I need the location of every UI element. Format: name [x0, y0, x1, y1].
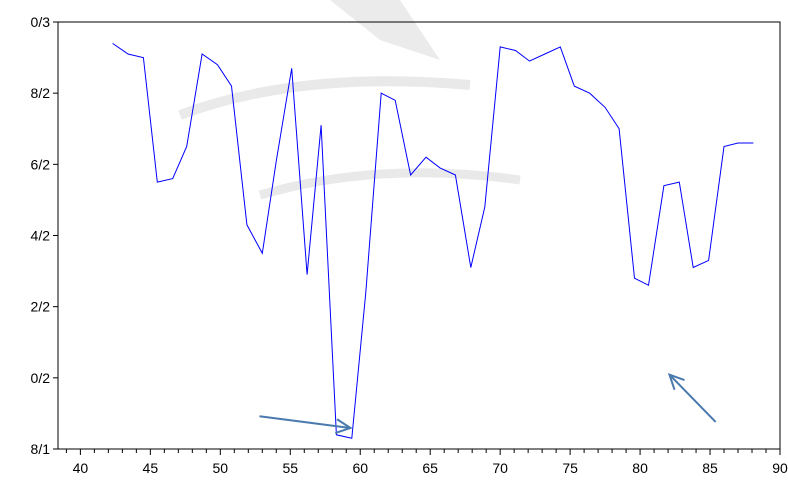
x-tick-label: 60 [352, 460, 368, 476]
x-tick-label: 80 [632, 460, 648, 476]
data-point [707, 259, 710, 262]
y-tick-label: 2/2 [31, 299, 51, 315]
arrow-head [667, 372, 685, 391]
data-point [126, 53, 129, 56]
data-point [692, 266, 695, 269]
data-point [394, 99, 397, 102]
x-tick-label: 55 [282, 460, 298, 476]
data-point [588, 92, 591, 95]
data-point [543, 53, 546, 56]
data-point [306, 273, 309, 276]
data-point [380, 92, 383, 95]
y-tick-label: 4/2 [31, 228, 51, 244]
data-point [618, 127, 621, 130]
watermark-seal [178, 0, 521, 200]
data-point [573, 85, 576, 88]
data-point [514, 49, 517, 52]
data-point [409, 174, 412, 177]
data-point [438, 166, 441, 169]
data-point [320, 124, 323, 127]
y-tick-label: 8/2 [31, 85, 51, 101]
x-tick-label: 90 [772, 460, 788, 476]
x-axis: 40 45 50 55 60 65 70 75 80 85 90 [65, 449, 788, 476]
data-point [216, 63, 219, 66]
x-tick-label: 75 [562, 460, 578, 476]
data-point [723, 145, 726, 148]
data-point [454, 174, 457, 177]
data-point [737, 141, 740, 144]
annotation-layer [259, 372, 717, 435]
series-line [112, 42, 754, 439]
y-tick-label: 0/3 [31, 14, 51, 30]
x-tick-label: 85 [702, 460, 718, 476]
data-point [245, 223, 248, 226]
x-tick-label: 45 [143, 460, 159, 476]
data-point [499, 45, 502, 48]
data-point [230, 85, 233, 88]
data-point [364, 291, 367, 294]
data-point [483, 206, 486, 209]
data-point [156, 181, 159, 184]
data-point [604, 106, 607, 109]
annotation-arrow [667, 372, 717, 423]
y-tick-label: 8/1 [31, 441, 51, 457]
data-point [647, 284, 650, 287]
x-tick-label: 40 [73, 460, 89, 476]
y-tick-label: 6/2 [31, 156, 51, 172]
data-point [678, 181, 681, 184]
data-point [559, 45, 562, 48]
series-layer [111, 42, 755, 440]
data-point [142, 56, 145, 59]
y-axis: 8/1 0/2 2/2 4/2 6/2 8/2 0/3 [31, 14, 58, 457]
x-tick-label: 65 [422, 460, 438, 476]
annotation-arrow [259, 415, 353, 435]
data-point [662, 184, 665, 187]
data-point [290, 67, 293, 70]
data-point [350, 437, 353, 440]
data-point [111, 42, 114, 45]
data-point [528, 60, 531, 63]
data-point [633, 277, 636, 280]
x-tick-label: 70 [492, 460, 508, 476]
data-point [171, 177, 174, 180]
data-point [469, 266, 472, 269]
arrow-head [334, 418, 353, 435]
data-point [185, 145, 188, 148]
data-point [424, 156, 427, 159]
data-point [261, 252, 264, 255]
x-tick-label: 50 [213, 460, 229, 476]
y-tick-label: 0/2 [31, 370, 51, 386]
data-point [275, 159, 278, 162]
data-point [201, 53, 204, 56]
data-point [752, 141, 755, 144]
